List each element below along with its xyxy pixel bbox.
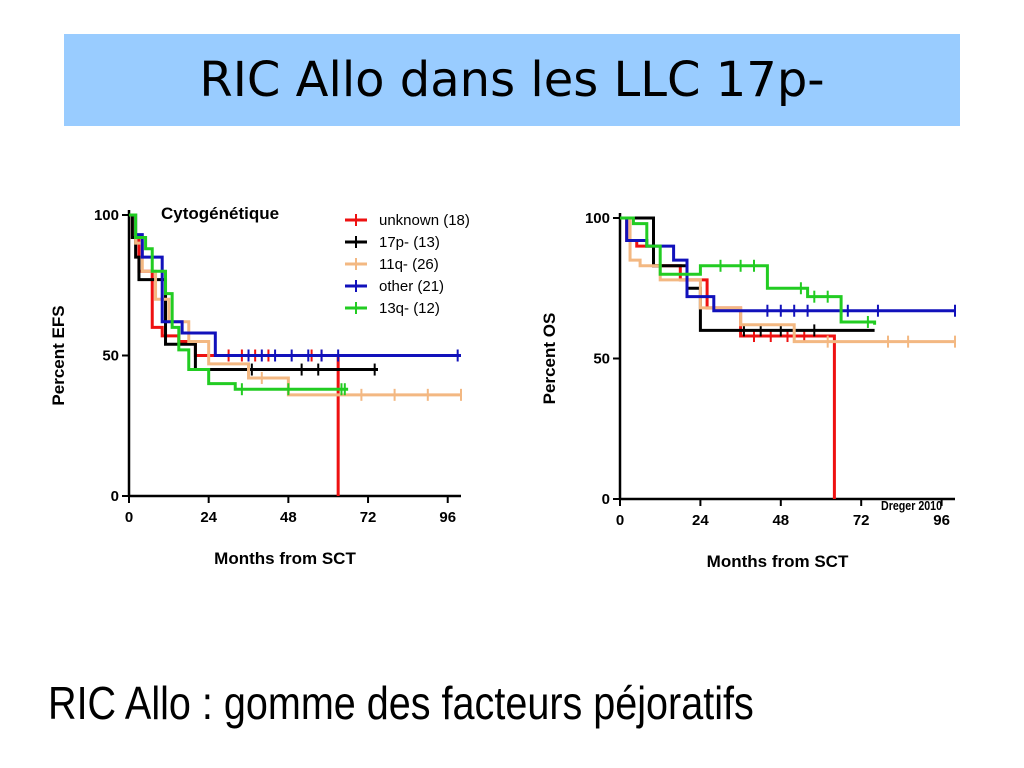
x-tick-label: 0 xyxy=(616,512,624,529)
legend-label: 17p- (13) xyxy=(379,234,440,251)
legend-label: 13q- (12) xyxy=(379,300,440,317)
y-axis-label: Percent EFS xyxy=(49,305,68,405)
y-tick-label: 0 xyxy=(602,491,610,508)
y-axis-label: Percent OS xyxy=(540,313,559,405)
x-tick-label: 72 xyxy=(360,509,377,526)
slide-title: RIC Allo dans les LLC 17p- xyxy=(199,52,825,108)
series-line-13q-12 xyxy=(620,216,877,325)
x-tick-label: 24 xyxy=(200,509,217,526)
y-tick-label: 50 xyxy=(593,351,610,368)
citation-label: Dreger 2010 xyxy=(881,498,943,513)
x-tick-label: 96 xyxy=(933,512,950,529)
series-line-other-21 xyxy=(620,216,955,313)
y-tick-label: 100 xyxy=(94,207,119,224)
x-tick-label: 48 xyxy=(280,509,297,526)
series-line-17p-13 xyxy=(620,216,875,332)
series-line-11q-26 xyxy=(620,216,955,344)
x-tick-label: 48 xyxy=(772,512,789,529)
x-tick-label: 24 xyxy=(692,512,709,529)
y-tick-label: 50 xyxy=(102,348,119,365)
legend-label: unknown (18) xyxy=(379,212,470,229)
x-axis-label: Months from SCT xyxy=(214,549,356,568)
legend-label: other (21) xyxy=(379,278,444,295)
legend-label: 11q- (26) xyxy=(379,256,439,273)
x-tick-label: 0 xyxy=(125,509,133,526)
title-banner: RIC Allo dans les LLC 17p- xyxy=(64,34,960,126)
x-tick-label: 96 xyxy=(439,509,456,526)
chart-title: Cytogénétique xyxy=(161,204,279,223)
x-tick-label: 72 xyxy=(853,512,870,529)
series-line-17p-13 xyxy=(129,213,378,372)
os-chart: 0 24 48 72 96 0 50 100 Months from SCT Percent OS xyxy=(540,210,956,571)
y-tick-label: 0 xyxy=(111,488,119,505)
x-axis-label: Months from SCT xyxy=(707,552,849,571)
y-tick-label: 100 xyxy=(585,210,610,227)
slide-footer: RIC Allo : gomme des facteurs péjoratifs xyxy=(48,677,754,729)
series-line-13q-12 xyxy=(129,213,349,391)
efs-chart: 0 24 48 72 96 0 50 100 Months from SCT Percent EF… xyxy=(49,204,470,568)
